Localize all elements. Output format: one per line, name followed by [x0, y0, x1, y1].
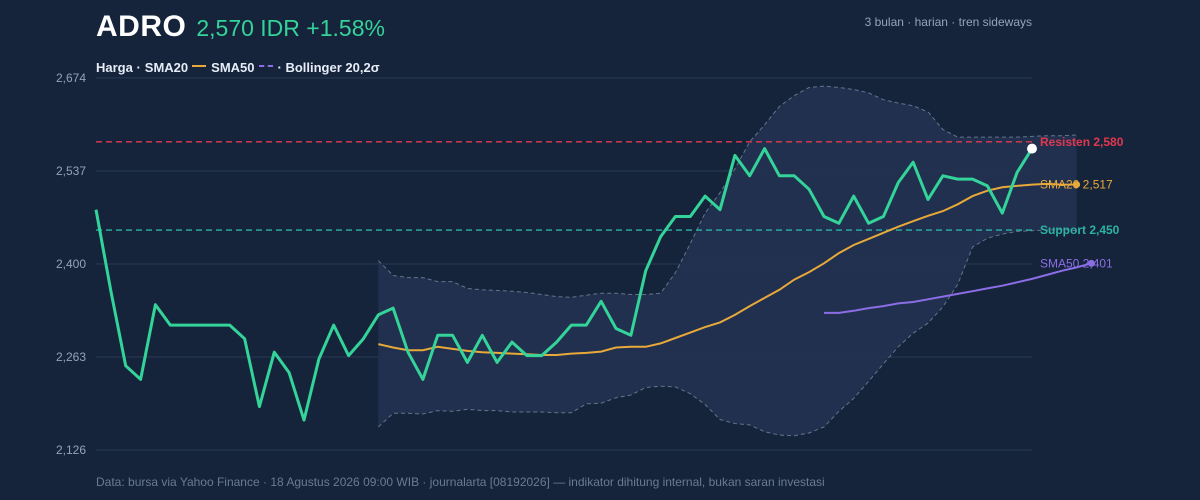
chart-legend: Harga · SMA20 SMA50 · Bollinger 20,2σ: [96, 60, 380, 75]
y-tick-label: 2,674: [56, 71, 86, 85]
bollinger-band: [377, 85, 1077, 437]
legend-sma50-label: SMA50: [211, 60, 255, 75]
y-tick-label: 2,400: [56, 257, 86, 271]
legend-sma20-label: SMA20: [144, 60, 189, 75]
sma50-last-marker: [1087, 259, 1095, 267]
sma20-line: [378, 182, 1077, 356]
bollinger-band-fill: [378, 86, 1077, 436]
reference-lines: [96, 141, 1032, 231]
sma50-end-label: SMA50 2,401: [1040, 256, 1113, 270]
bollinger-lower-line: [377, 228, 1077, 437]
series-lines: [94, 147, 1092, 422]
chart-labels: Resisten 2,580 Support 2,450 SMA20 2,517 SM…: [1027, 135, 1124, 270]
chart-header: ADRO 2,570 IDR +1.58%: [96, 10, 385, 44]
legend-sma50-swatch: [258, 65, 273, 67]
chart-subtitle: 3 bulan · harian · tren sideways: [864, 15, 1032, 29]
sma20-end-label: SMA20 2,517: [1040, 178, 1113, 192]
price-line: [94, 147, 1034, 422]
legend-price-label: Harga ·: [96, 60, 141, 75]
support-label: Support 2,450: [1040, 223, 1120, 237]
y-tick-label: 2,537: [56, 164, 86, 178]
legend-sma20-swatch: [192, 65, 207, 67]
ticker-symbol: ADRO: [96, 10, 187, 43]
resistance-label: Resisten 2,580: [1040, 135, 1124, 149]
sma20-last-marker: [1073, 181, 1081, 189]
sma50-line: [824, 262, 1092, 314]
y-tick-label: 2,126: [56, 443, 86, 457]
price-last-marker: [1027, 143, 1037, 154]
price-change: 2,570 IDR +1.58%: [196, 15, 385, 41]
y-tick-label: 2,263: [56, 350, 86, 364]
chart-footnote: Data: bursa via Yahoo Finance · 18 Agust…: [96, 475, 825, 489]
legend-bollinger-label: · Bollinger 20,2σ: [277, 60, 380, 75]
